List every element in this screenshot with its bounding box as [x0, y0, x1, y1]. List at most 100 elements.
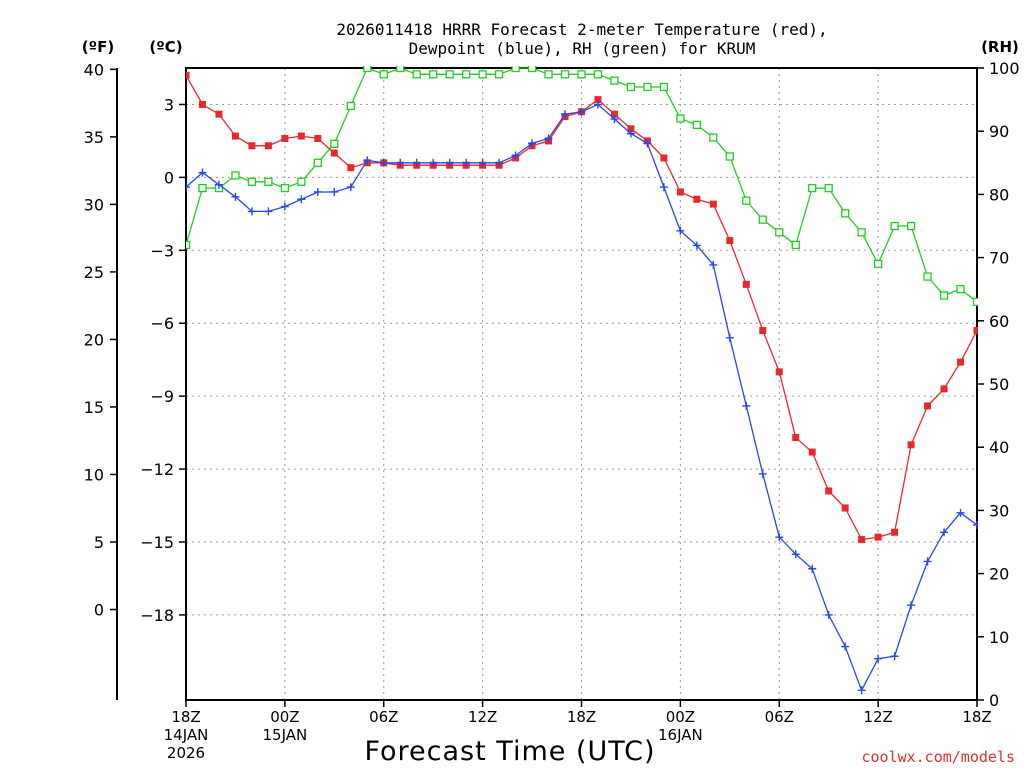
temperature-point	[825, 487, 833, 495]
temperature-series	[186, 71, 978, 544]
rh-point	[280, 183, 290, 193]
rh-point	[857, 228, 866, 237]
time-tick-label: 16JAN	[658, 726, 703, 744]
dewpoint-point	[841, 642, 850, 651]
rh-point	[873, 259, 883, 269]
dewpoint-point	[313, 187, 322, 196]
time-tick-label: 00Z	[666, 708, 695, 726]
dewpoint-point	[247, 207, 256, 216]
dewpoint-point	[956, 508, 965, 517]
dewpoint-point	[445, 158, 454, 167]
temperature-point	[726, 237, 734, 245]
dewpoint-point	[659, 183, 668, 192]
rh-point	[939, 291, 949, 300]
time-tick-label: 12Z	[468, 708, 497, 726]
rh-point	[643, 82, 652, 92]
dewpoint-point	[890, 652, 899, 661]
rh-point	[511, 66, 520, 73]
dewpoint-point	[297, 195, 306, 204]
temperature-point	[610, 110, 618, 118]
dewpoint-point	[511, 151, 520, 160]
dewpoint-point	[577, 107, 586, 116]
rh-series	[186, 66, 978, 307]
dewpoint-series	[186, 100, 978, 695]
gridlines	[186, 68, 977, 700]
dewpoint-point	[857, 686, 866, 695]
rh-point	[709, 133, 718, 142]
rh-point	[577, 70, 586, 79]
chart-title-line-1: 2026011418 HRRR Forecast 2-meter Tempera…	[336, 20, 827, 39]
rh-point	[791, 240, 800, 250]
dewpoint-point	[940, 528, 949, 537]
celsius-tick-label: −3	[150, 241, 174, 260]
x-axis-title: Forecast Time (UTC)	[364, 736, 655, 767]
dewpoint-point	[330, 187, 339, 196]
temperature-point	[841, 504, 849, 512]
dewpoint-point	[725, 333, 734, 342]
rh-point	[186, 240, 191, 250]
temperature-point	[808, 448, 816, 456]
dewpoint-point	[692, 241, 701, 250]
rh-tick-label: 10	[989, 628, 1009, 647]
fahrenheit-tick-label: 5	[94, 533, 104, 552]
rh-point	[626, 82, 636, 92]
temperature-point	[891, 528, 899, 536]
dewpoint-point	[363, 156, 372, 165]
temperature-point	[248, 142, 256, 150]
rh-point	[725, 152, 734, 161]
celsius-tick-label: −18	[140, 606, 174, 625]
fahrenheit-tick-label: 35	[84, 128, 104, 147]
temperature-point	[215, 110, 223, 118]
temperature-point	[874, 533, 882, 541]
rh-point	[198, 183, 207, 193]
rh-tick-label: 80	[989, 185, 1009, 204]
dewpoint-point	[495, 158, 504, 167]
fahrenheit-tick-label: 15	[84, 398, 104, 417]
rh-point	[775, 228, 784, 237]
temperature-point	[676, 188, 684, 196]
rh-tick-label: 100	[989, 59, 1020, 78]
rh-point	[527, 66, 537, 73]
rh-point	[445, 70, 454, 79]
dewpoint-point	[676, 226, 685, 235]
series-layer	[186, 66, 978, 695]
celsius-tick-label: 0	[164, 168, 174, 187]
rh-point	[824, 183, 833, 193]
dewpoint-point	[462, 158, 471, 167]
dewpoint-point	[593, 100, 602, 109]
rh-point	[972, 297, 978, 306]
temperature-point	[330, 149, 338, 157]
temperature-point	[759, 327, 767, 335]
temperature-point	[957, 358, 965, 366]
fahrenheit-tick-label: 40	[84, 60, 104, 79]
rh-point	[231, 171, 240, 180]
dewpoint-point	[923, 557, 932, 566]
rh-tick-label: 90	[989, 122, 1009, 141]
rh-point	[461, 70, 471, 79]
rh-point	[956, 285, 965, 294]
temperature-point	[775, 368, 783, 376]
rh-point	[593, 70, 603, 79]
rh-point	[264, 177, 273, 186]
rh-point	[659, 82, 669, 92]
celsius-tick-label: −6	[150, 314, 174, 333]
temperature-point	[924, 402, 932, 410]
dewpoint-point	[775, 533, 784, 542]
rh-tick-label: 70	[989, 249, 1009, 268]
fahrenheit-tick-label: 25	[84, 263, 104, 282]
temperature-line	[186, 74, 978, 541]
temperature-point	[709, 200, 717, 208]
dewpoint-point	[231, 192, 240, 201]
rh-point	[890, 221, 899, 231]
fahrenheit-tick-label: 0	[94, 601, 104, 620]
temperature-point	[907, 441, 915, 449]
temperature-point	[186, 71, 190, 79]
fahrenheit-tick-label: 20	[84, 330, 104, 349]
rh-point	[676, 114, 685, 123]
rh-point	[396, 66, 405, 73]
time-tick-label: 2026	[167, 744, 205, 762]
rh-point	[610, 76, 619, 85]
temperature-point	[742, 280, 750, 288]
rh-unit-label: (RH)	[981, 38, 1019, 56]
